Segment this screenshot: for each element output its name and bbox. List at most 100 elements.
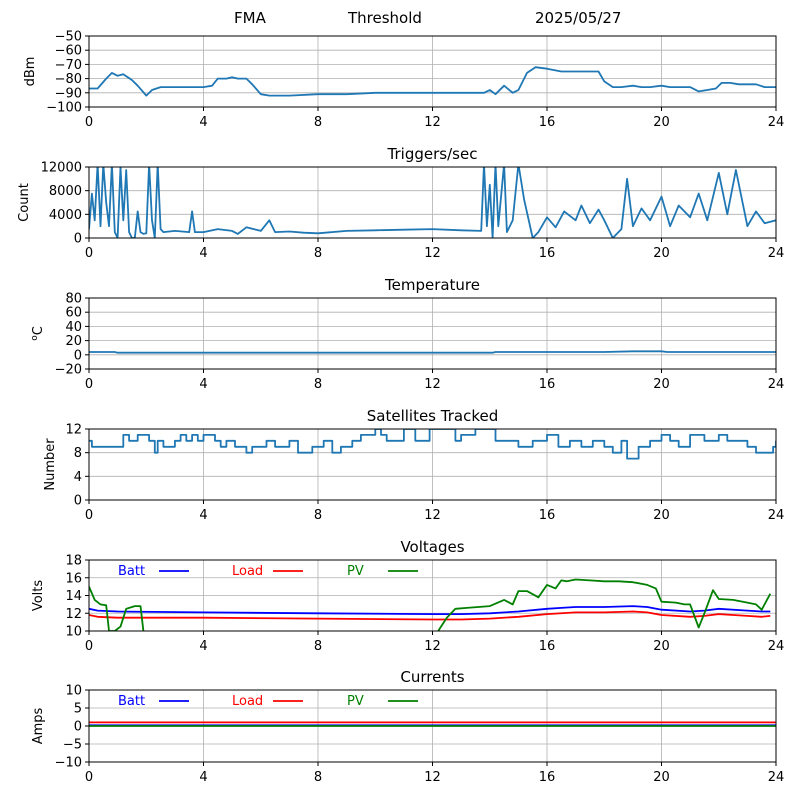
x-tick-label: 8 (314, 639, 322, 654)
legend-label-load: Load (232, 564, 263, 579)
x-tick-label: 24 (768, 115, 785, 130)
x-tick-label: 12 (424, 508, 441, 523)
x-tick-label: 20 (653, 246, 670, 261)
series-line-batt (89, 605, 771, 615)
x-tick-label: 4 (199, 508, 207, 523)
series-line-1 (89, 429, 776, 460)
x-tick-label: 20 (653, 115, 670, 130)
x-tick-label: 20 (653, 770, 670, 785)
date-label: 2025/05/27 (535, 9, 622, 27)
chart-panel-5: 0 4 8 12 16 20 24 10 12 14 16 18 Voltages Volts Batt Lo… (31, 538, 784, 654)
x-tick-label: 16 (539, 770, 556, 785)
y-tick-label: 60 (65, 306, 82, 321)
y-tick-label: −70 (55, 58, 82, 73)
x-tick-label: 12 (424, 377, 441, 392)
x-tick-label: 0 (85, 246, 93, 261)
x-tick-label: 4 (199, 246, 207, 261)
y-tick-label: 0 (74, 348, 82, 363)
series-line-load (89, 610, 771, 621)
x-tick-label: 12 (424, 770, 441, 785)
x-tick-label: 0 (85, 639, 93, 654)
y-tick-label: 4000 (49, 208, 82, 223)
site-label: FMA (234, 9, 266, 27)
x-tick-label: 0 (85, 508, 93, 523)
x-tick-label: 8 (314, 246, 322, 261)
y-tick-label: 8 (74, 446, 82, 461)
y-tick-label: 0 (74, 232, 82, 247)
legend-label-batt: Batt (118, 694, 145, 709)
chart-title: Satellites Tracked (367, 407, 498, 425)
x-tick-label: 8 (314, 508, 322, 523)
x-tick-label: 12 (424, 246, 441, 261)
y-axis-label: Volts (31, 580, 46, 612)
x-tick-label: 16 (539, 377, 556, 392)
figure-header: FMA Threshold 2025/05/27 (0, 9, 800, 31)
x-tick-label: 8 (314, 377, 322, 392)
y-tick-label: −5 (63, 738, 82, 753)
y-tick-label: 10 (65, 625, 82, 640)
x-tick-label: 8 (314, 115, 322, 130)
plot-area (89, 429, 776, 460)
y-tick-label: −20 (55, 363, 82, 378)
y-tick-label: 0 (74, 720, 82, 735)
y-tick-label: −80 (55, 72, 82, 87)
y-tick-label: 16 (65, 571, 82, 586)
plot-area (89, 350, 776, 354)
x-tick-label: 16 (539, 508, 556, 523)
x-tick-label: 4 (199, 639, 207, 654)
degree-mark: o (30, 335, 40, 341)
y-tick-label: 12 (65, 423, 82, 438)
x-tick-label: 4 (199, 115, 207, 130)
x-tick-label: 16 (539, 115, 556, 130)
chart-panel-6: 0 4 8 12 16 20 24 −10 −5 0 5 10 Currents Amps Batt Load… (31, 668, 784, 785)
y-tick-label: 14 (65, 589, 82, 604)
y-axis-label: dBm (23, 57, 38, 87)
y-tick-label: −100 (46, 101, 82, 116)
series-line-1 (89, 66, 776, 97)
x-tick-label: 0 (85, 115, 93, 130)
plot-area (89, 721, 776, 727)
x-tick-label: 24 (768, 639, 785, 654)
x-tick-label: 0 (85, 377, 93, 392)
y-axis-label: Amps (31, 707, 46, 744)
y-tick-label: 5 (74, 702, 82, 717)
y-tick-label: −60 (55, 44, 82, 59)
plot-area (89, 167, 776, 238)
x-tick-label: 16 (539, 639, 556, 654)
chart-panel-4: 0 4 8 12 16 20 24 0 4 8 12 Satellites Tracked Number (43, 407, 784, 523)
y-tick-label: 18 (65, 554, 82, 569)
x-tick-label: 24 (768, 377, 785, 392)
series-line-1 (89, 350, 776, 354)
x-tick-label: 4 (199, 770, 207, 785)
x-tick-label: 24 (768, 508, 785, 523)
x-tick-label: 24 (768, 246, 785, 261)
y-tick-label: −50 (55, 30, 82, 45)
series-line-1 (89, 167, 776, 238)
legend-label-load: Load (232, 694, 263, 709)
chart-panel-1: 0 4 8 12 16 20 24 −100−90−80−70−60−50 dBm (23, 30, 784, 131)
chart-title: Temperature (384, 276, 480, 294)
chart-title: Triggers/sec (387, 145, 478, 163)
x-tick-label: 8 (314, 770, 322, 785)
chart-panel-2: 0 4 8 12 16 20 24 0 4000 8000 12000 Triggers/sec Cou… (17, 145, 784, 261)
plot-area (89, 578, 772, 631)
legend-label-pv: PV (347, 564, 364, 579)
y-tick-label: −10 (55, 756, 82, 771)
chart-title: Currents (400, 668, 464, 686)
y-tick-label: 40 (65, 320, 82, 335)
x-tick-label: 12 (424, 115, 441, 130)
y-tick-label: 20 (65, 334, 82, 349)
x-tick-label: 20 (653, 639, 670, 654)
y-axis-label: Count (17, 183, 32, 222)
y-tick-label: 4 (74, 470, 82, 485)
y-tick-label: 12 (65, 607, 82, 622)
unit-letter: C (31, 326, 46, 335)
x-tick-label: 16 (539, 246, 556, 261)
series-line-pv (89, 586, 145, 631)
y-tick-label: 0 (74, 494, 82, 509)
x-tick-label: 12 (424, 639, 441, 654)
mode-label: Threshold (348, 9, 422, 27)
